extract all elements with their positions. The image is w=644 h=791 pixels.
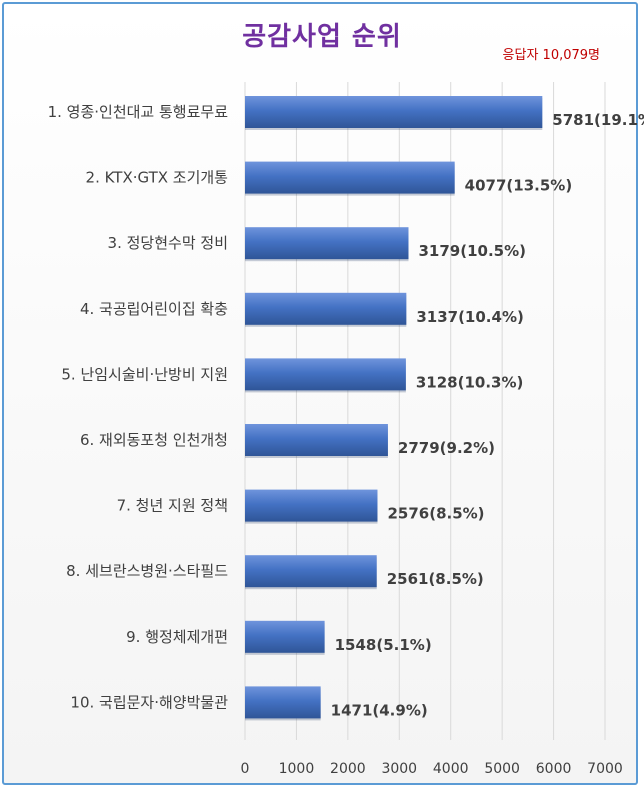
- bar: [245, 620, 325, 653]
- category-label: 7. 청년 지원 정책: [117, 497, 228, 515]
- bar: [245, 161, 455, 194]
- x-axis-ticks: 0 1000 2000 3000 4000 5000 6000 7000: [241, 761, 623, 777]
- bar: [245, 96, 543, 128]
- category-label: 5. 난임시술비·난방비 지원: [61, 365, 228, 383]
- data-label: 3137(10.4%): [416, 308, 524, 326]
- data-label: 2576(8.5%): [387, 505, 484, 523]
- x-tick-label: 6000: [536, 761, 572, 777]
- category-label: 6. 재외동포청 인천개청: [80, 431, 228, 449]
- data-label: 4077(13.5%): [465, 177, 573, 195]
- data-label: 3179(10.5%): [418, 242, 526, 260]
- category-label: 4. 국공립어린이집 확충: [80, 300, 228, 318]
- category-label: 2. KTX·GTX 조기개통: [86, 169, 228, 187]
- x-tick-label: 7000: [587, 761, 623, 777]
- x-tick-label: 4000: [433, 761, 469, 777]
- bar: [245, 358, 406, 391]
- bar: [245, 555, 377, 588]
- x-tick-label: 1000: [279, 761, 315, 777]
- data-label: 2779(9.2%): [398, 439, 495, 457]
- data-label: 5781(19.1%): [552, 111, 644, 129]
- bar: [245, 424, 388, 456]
- category-label: 8. 세브란스병원·스타필드: [66, 562, 228, 580]
- bar: [245, 686, 321, 719]
- category-label: 10. 국립문자·해양박물관: [70, 693, 228, 711]
- data-label: 1548(5.1%): [335, 636, 432, 654]
- data-labels: 5781(19.1%) 4077(13.5%) 3179(10.5%) 3137(10…: [331, 111, 644, 719]
- bar: [245, 292, 407, 325]
- category-labels: 1. 영종·인천대교 통행료무료 2. KTX·GTX 조기개통 3. 정당현수막 …: [48, 103, 229, 711]
- x-tick-label: 5000: [484, 761, 520, 777]
- data-label: 3128(10.3%): [416, 373, 523, 391]
- x-tick-label: 0: [241, 761, 250, 777]
- category-label: 9. 행정체제개편: [126, 628, 228, 646]
- x-tick-label: 3000: [381, 761, 417, 777]
- category-label: 3. 정당현수막 정비: [108, 234, 228, 252]
- category-label: 1. 영종·인천대교 통행료무료: [48, 103, 229, 121]
- chart-title: 공감사업 순위: [242, 22, 402, 52]
- data-label: 2561(8.5%): [387, 570, 484, 588]
- data-label: 1471(4.9%): [331, 701, 428, 719]
- bar: [245, 489, 378, 522]
- bar-group: [245, 96, 543, 721]
- x-tick-label: 2000: [330, 761, 366, 777]
- respondent-note: 응답자 10,079명: [502, 48, 600, 63]
- chart-frame: [2, 2, 638, 785]
- bar: [245, 227, 409, 260]
